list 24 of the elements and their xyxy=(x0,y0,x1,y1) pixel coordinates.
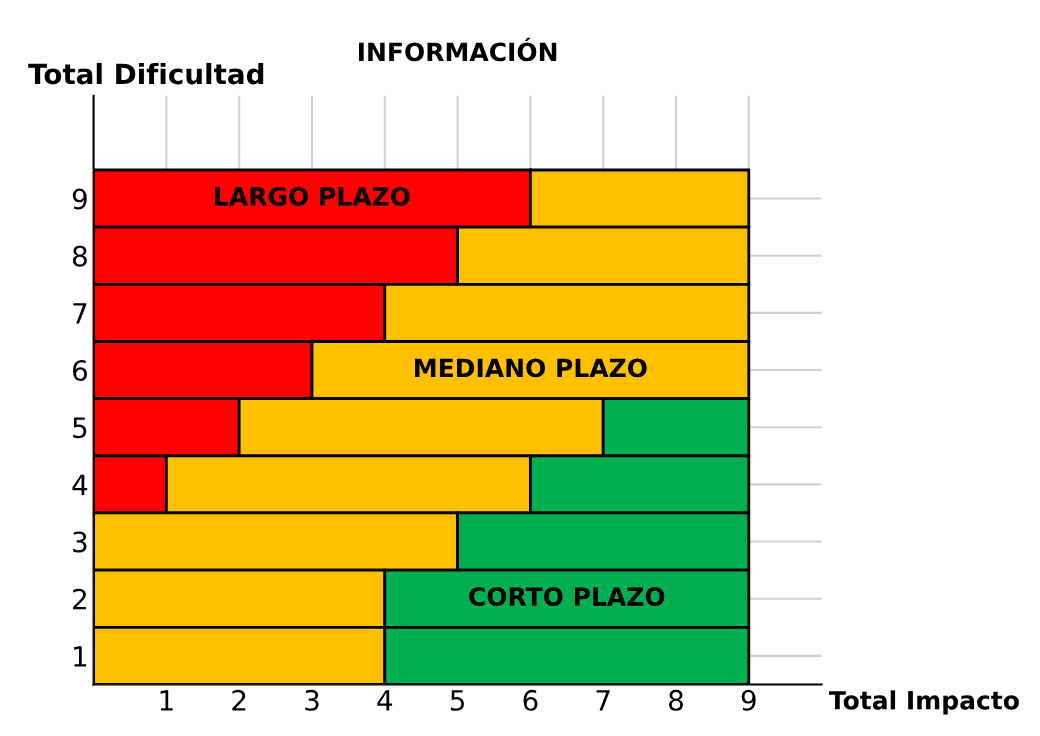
y-tick-label: 9 xyxy=(72,188,87,210)
y-tick-label: 5 xyxy=(73,417,87,439)
y-tick-label: 2 xyxy=(73,588,86,610)
x-tick-label: 3 xyxy=(305,689,319,711)
x-tick-label: 6 xyxy=(523,689,538,711)
x-tick-label: 7 xyxy=(596,690,610,711)
y-tick-label: 6 xyxy=(73,360,87,382)
y-tick-label: 1 xyxy=(74,646,87,667)
x-axis-title: Total Impacto xyxy=(829,690,1019,715)
y-tick-label: 3 xyxy=(73,531,87,553)
y-axis-title: Total Dificultad xyxy=(28,62,264,85)
x-tick-label: 4 xyxy=(377,690,393,711)
x-tick-label: 1 xyxy=(160,690,173,711)
y-tick-label: 8 xyxy=(72,245,87,267)
x-tick-label: 9 xyxy=(741,689,756,711)
x-tick-label: 2 xyxy=(232,689,246,711)
chart-title: INFORMACIÓN xyxy=(358,37,557,62)
series-label: LARGO PLAZO xyxy=(215,186,410,206)
x-tick-label: 8 xyxy=(669,689,683,711)
series-label: CORTO PLAZO xyxy=(469,587,665,606)
series-label: MEDIANO PLAZO xyxy=(415,358,647,378)
y-tick-label: 7 xyxy=(73,303,87,324)
y-tick-label: 4 xyxy=(72,474,88,495)
x-tick-label: 5 xyxy=(450,690,465,711)
